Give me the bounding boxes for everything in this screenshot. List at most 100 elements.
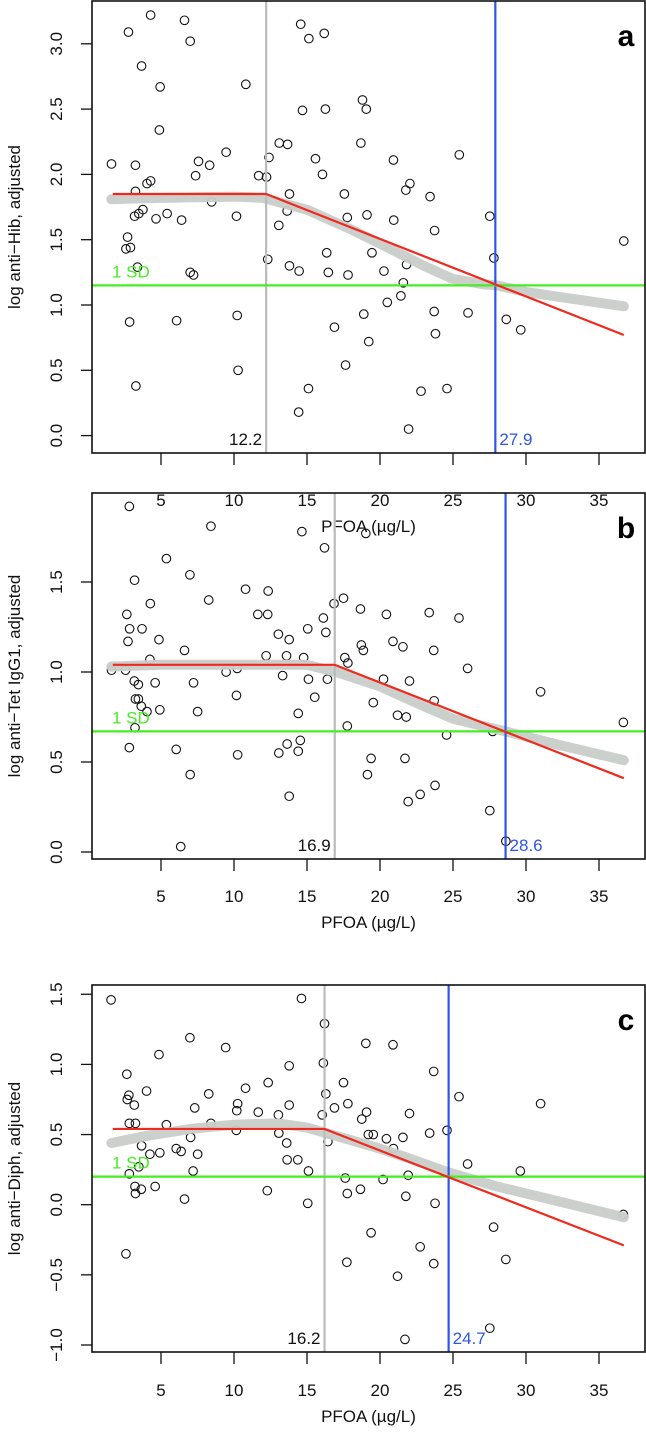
y-tick-label: 1.0 xyxy=(47,660,66,684)
data-point xyxy=(515,324,526,335)
plot-frame xyxy=(91,984,646,1353)
x-tick-label: 15 xyxy=(298,491,317,510)
data-point xyxy=(122,232,133,242)
data-point xyxy=(392,1271,403,1282)
x-tick-label: 15 xyxy=(298,887,317,906)
data-point xyxy=(360,1038,371,1049)
threshold-blue-label: 28.6 xyxy=(510,836,543,855)
y-tick-label: 0.5 xyxy=(47,750,66,774)
data-point xyxy=(273,629,284,640)
data-point xyxy=(121,1248,131,1259)
data-point xyxy=(535,686,546,697)
x-tick-label: 10 xyxy=(225,1381,244,1400)
data-point xyxy=(231,1105,242,1116)
data-point xyxy=(489,253,499,263)
data-point xyxy=(154,1049,164,1060)
data-point xyxy=(329,1103,340,1113)
data-point xyxy=(515,1166,526,1176)
data-point xyxy=(416,386,426,397)
data-point xyxy=(296,993,307,1004)
data-point xyxy=(484,1323,495,1334)
data-point xyxy=(206,521,216,532)
data-point xyxy=(317,169,328,180)
data-point xyxy=(340,360,351,370)
y-tick-label: 0.5 xyxy=(47,358,66,382)
x-tick-label: 35 xyxy=(590,491,609,510)
data-point xyxy=(142,706,152,717)
data-point xyxy=(428,1258,439,1269)
data-point xyxy=(343,270,353,280)
data-point xyxy=(145,598,156,609)
data-point xyxy=(454,149,465,160)
data-point xyxy=(362,769,373,780)
data-point xyxy=(429,695,440,706)
data-point xyxy=(179,15,190,26)
data-point xyxy=(321,247,332,258)
data-point xyxy=(403,1170,414,1181)
data-point xyxy=(263,586,274,596)
data-point xyxy=(425,191,435,202)
data-point xyxy=(281,650,292,661)
data-point xyxy=(185,267,196,278)
threshold-gray-label: 16.2 xyxy=(287,1329,320,1348)
data-point xyxy=(356,1114,367,1124)
data-point xyxy=(179,645,190,656)
data-point xyxy=(454,1091,464,1102)
data-point xyxy=(284,1060,295,1071)
data-point xyxy=(319,542,330,553)
data-point xyxy=(136,61,147,71)
smooth-fit-curve xyxy=(106,1118,629,1223)
y-tick-label: 1.0 xyxy=(47,1053,66,1077)
y-tick-label: 1.5 xyxy=(47,228,66,252)
data-point xyxy=(124,1118,135,1129)
data-point xyxy=(403,424,414,434)
data-point xyxy=(124,317,135,327)
data-point xyxy=(171,744,182,755)
data-point xyxy=(442,1125,452,1136)
data-point xyxy=(136,1140,147,1151)
data-point xyxy=(161,553,172,564)
data-point xyxy=(442,383,452,394)
data-point xyxy=(282,139,293,150)
data-point xyxy=(535,1098,546,1109)
data-point xyxy=(262,1185,273,1196)
data-point xyxy=(355,1184,366,1195)
data-point xyxy=(378,1174,388,1185)
x-tick-label: 5 xyxy=(156,1381,165,1400)
data-point xyxy=(400,1191,411,1202)
threshold-gray-label: 12.2 xyxy=(229,430,262,449)
data-point xyxy=(133,1161,144,1172)
data-point xyxy=(263,1077,274,1088)
data-point xyxy=(323,267,334,278)
data-point xyxy=(309,692,320,703)
data-point xyxy=(338,1077,349,1088)
threshold-blue-label: 27.9 xyxy=(499,430,532,449)
data-point xyxy=(125,242,136,253)
data-point xyxy=(155,82,165,92)
data-point xyxy=(193,156,204,167)
data-point xyxy=(124,501,135,512)
piecewise-fit-line xyxy=(112,663,625,780)
data-point xyxy=(137,623,147,634)
data-point xyxy=(484,211,495,222)
data-point xyxy=(293,708,304,719)
data-point xyxy=(362,210,372,220)
y-tick-label: 1.5 xyxy=(47,570,66,594)
data-point xyxy=(129,1100,140,1110)
data-point xyxy=(403,796,414,807)
data-point xyxy=(339,652,350,663)
y-axis-label: log anti−Tet IgG1, adjusted xyxy=(5,575,24,778)
data-point xyxy=(151,213,161,224)
data-point xyxy=(185,1032,195,1043)
x-axis-label: PFOA (µg/L) xyxy=(321,1407,416,1426)
data-point xyxy=(398,641,408,652)
data-point xyxy=(130,1181,140,1192)
data-point xyxy=(430,328,441,339)
data-point xyxy=(233,365,243,376)
data-point xyxy=(320,627,331,638)
data-point xyxy=(361,104,372,114)
data-point xyxy=(463,307,473,318)
panel-a: 1 SD 12.2 27.9 a 5 10 15 20 25 30 35 0.0 0.5 1.0 1.5 2.… xyxy=(5,0,646,536)
data-point xyxy=(366,753,376,764)
data-point xyxy=(342,1188,353,1199)
